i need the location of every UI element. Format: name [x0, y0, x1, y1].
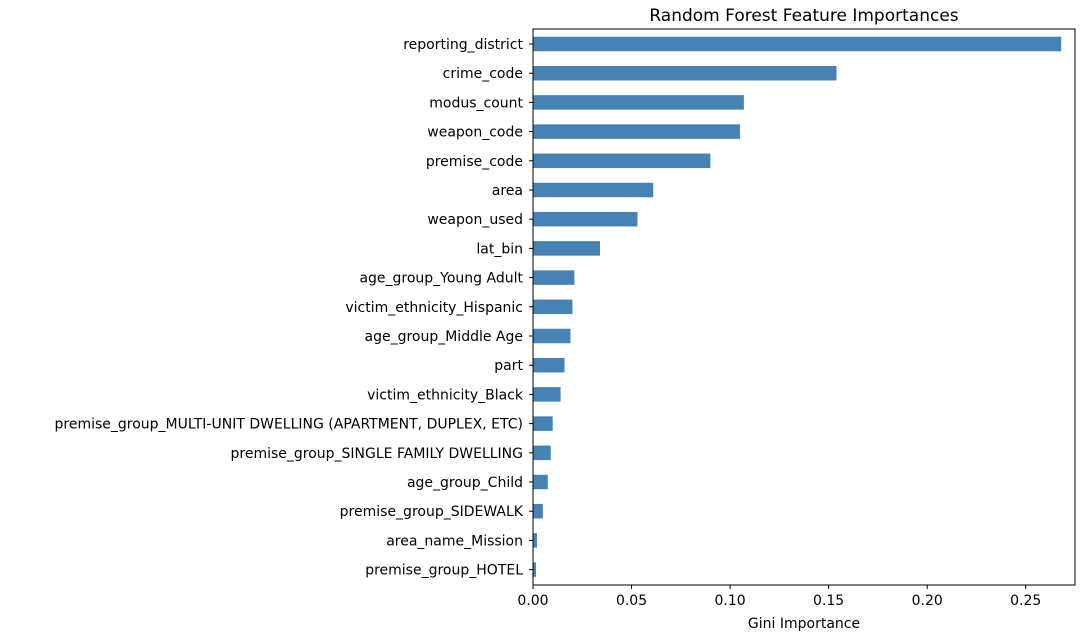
- bar-3: [533, 124, 740, 139]
- plot-frame: [532, 28, 1076, 586]
- x-tick-label: 0.05: [616, 593, 647, 609]
- y-tick-label: victim_ethnicity_Black: [367, 387, 524, 403]
- bar-13: [533, 416, 553, 431]
- bar-8: [533, 270, 575, 285]
- x-tick-label: 0.10: [715, 593, 746, 609]
- bar-10: [533, 328, 571, 344]
- y-tick-label: premise_group_HOTEL: [365, 563, 523, 579]
- y-tick-label: weapon_used: [427, 212, 523, 228]
- y-tick-label: part: [494, 358, 523, 374]
- bar-18: [533, 562, 536, 577]
- y-tick-label: victim_ethnicity_Hispanic: [345, 300, 523, 316]
- y-tick-label: premise_group_MULTI-UNIT DWELLING (APART…: [55, 417, 524, 433]
- bar-1: [533, 65, 837, 81]
- bar-4: [533, 153, 711, 169]
- bar-15: [533, 474, 548, 490]
- bar-11: [533, 357, 565, 373]
- bar-14: [533, 445, 551, 461]
- bar-5: [533, 182, 654, 198]
- y-tick-label: reporting_district: [403, 37, 523, 53]
- bar-9: [533, 299, 573, 315]
- y-tick-label: crime_code: [443, 66, 523, 82]
- y-tick-label: modus_count: [429, 95, 523, 111]
- x-tick-label: 0.25: [1010, 593, 1041, 609]
- bar-0: [533, 36, 1062, 52]
- bar-12: [533, 387, 561, 402]
- x-axis-label: Gini Importance: [748, 616, 860, 632]
- y-tick-labels: reporting_district crime_code modus_countw…: [55, 37, 533, 579]
- bar-7: [533, 241, 601, 256]
- y-tick-label: age_group_Middle Age: [364, 329, 523, 345]
- bar-2: [533, 95, 744, 110]
- y-tick-label: premise_group_SIDEWALK: [340, 504, 524, 520]
- bar-17: [533, 533, 537, 548]
- x-tick-label: 0.20: [912, 593, 943, 609]
- y-tick-label: lat_bin: [476, 241, 523, 257]
- y-tick-label: area: [492, 183, 523, 199]
- y-tick-label: age_group_Young Adult: [359, 271, 523, 287]
- y-tick-label: premise_code: [426, 154, 523, 170]
- y-tick-label: premise_group_SINGLE FAMILY DWELLING: [231, 446, 524, 462]
- x-tick-label: 0.00: [517, 593, 548, 609]
- bar-16: [533, 503, 543, 519]
- bar-6: [533, 211, 638, 227]
- bars-group: [533, 36, 1062, 577]
- x-ticks: 0.00 0.05 0.10 0.15 0.20 0.25: [517, 585, 1041, 609]
- y-tick-label: weapon_code: [427, 125, 523, 141]
- chart-title: Random Forest Feature Importances: [649, 6, 958, 26]
- y-tick-label: area_name_Mission: [386, 533, 523, 549]
- y-tick-label: age_group_Child: [407, 475, 523, 491]
- x-tick-label: 0.15: [813, 593, 844, 609]
